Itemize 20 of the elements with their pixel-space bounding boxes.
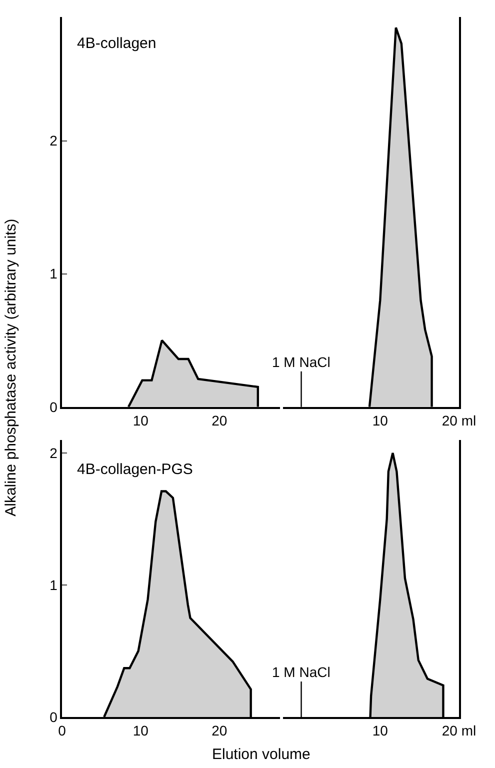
y-tick-label: 2: [50, 444, 58, 461]
y-tick-label: 1: [50, 576, 58, 593]
y-axis-title: Alkaline phosphatase activity (arbitrary units): [2, 218, 20, 516]
y-tick-label: 0: [50, 708, 58, 725]
x-tick-label: 20 ml: [442, 722, 476, 739]
text: 4B-collagen-PGS: [77, 461, 193, 478]
x-tick-label: 10: [132, 412, 149, 428]
ref-line-label: 1 M NaCl: [272, 664, 330, 680]
x-tick-label: 20: [212, 412, 228, 428]
y-tick-label: 1: [50, 266, 58, 282]
text: 4B-collagen: [77, 35, 156, 52]
ref-line-label: 1 M NaCl: [272, 354, 330, 370]
x-axis-title: Elution volume: [212, 746, 310, 763]
y-tick-label: 2: [50, 132, 58, 149]
x-tick-label: 10: [132, 722, 149, 739]
x-tick-label: 10: [372, 412, 388, 428]
y-tick-label: 0: [50, 398, 58, 415]
x-tick-label: 10: [372, 722, 388, 739]
x-tick-label: 20 ml: [442, 412, 476, 428]
x-tick-label: 20: [212, 722, 228, 739]
